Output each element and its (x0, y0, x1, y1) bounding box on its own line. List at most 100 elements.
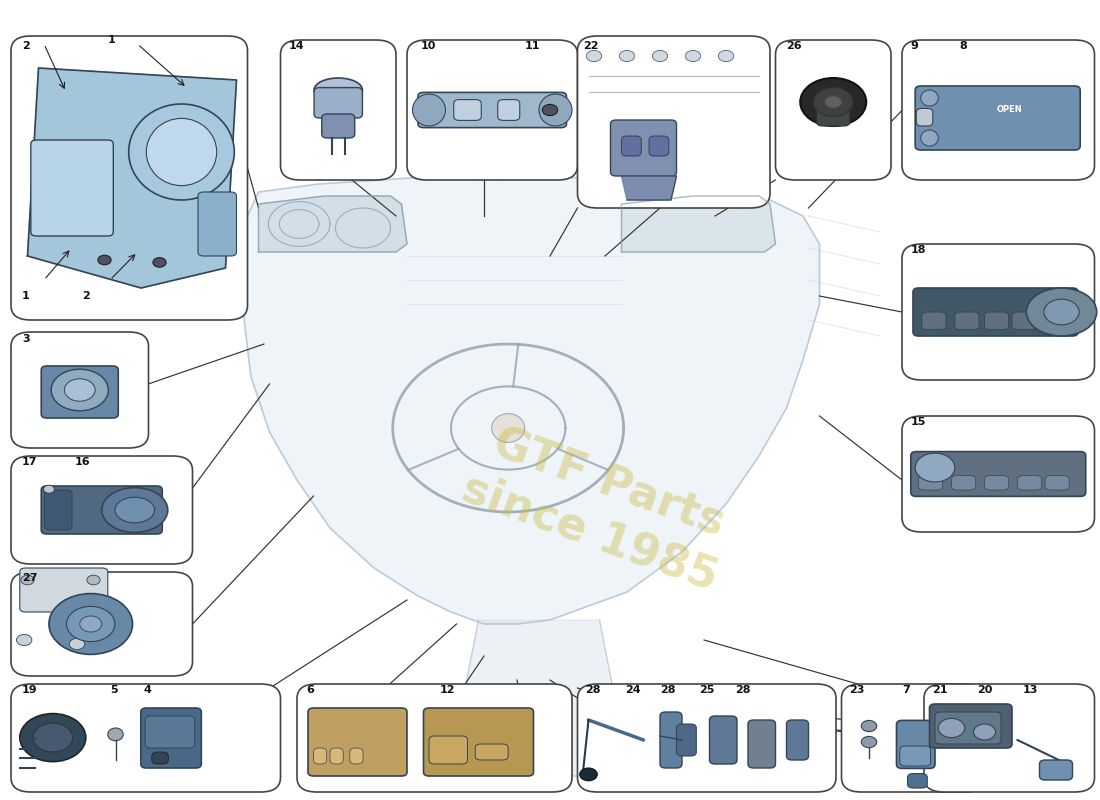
Polygon shape (462, 620, 616, 776)
FancyBboxPatch shape (900, 746, 931, 766)
FancyBboxPatch shape (321, 114, 354, 138)
Text: OPEN: OPEN (997, 106, 1022, 114)
FancyBboxPatch shape (918, 475, 943, 490)
Ellipse shape (685, 50, 701, 62)
Text: 28: 28 (660, 685, 675, 694)
FancyBboxPatch shape (710, 716, 737, 764)
FancyBboxPatch shape (922, 312, 946, 330)
Text: 13: 13 (1023, 685, 1038, 694)
Ellipse shape (718, 50, 734, 62)
FancyBboxPatch shape (578, 36, 770, 208)
Ellipse shape (52, 370, 108, 411)
FancyBboxPatch shape (916, 108, 933, 126)
FancyBboxPatch shape (984, 312, 1009, 330)
Ellipse shape (98, 255, 111, 265)
FancyBboxPatch shape (315, 87, 362, 118)
Ellipse shape (108, 728, 123, 741)
FancyBboxPatch shape (1018, 475, 1042, 490)
FancyBboxPatch shape (152, 752, 168, 764)
Ellipse shape (915, 453, 955, 482)
Ellipse shape (586, 50, 602, 62)
Text: 23: 23 (849, 685, 865, 694)
Ellipse shape (921, 130, 938, 146)
FancyBboxPatch shape (842, 684, 984, 792)
Ellipse shape (861, 736, 877, 747)
FancyBboxPatch shape (429, 736, 468, 764)
FancyBboxPatch shape (11, 684, 280, 792)
Ellipse shape (66, 606, 114, 642)
Ellipse shape (64, 379, 96, 402)
Ellipse shape (21, 575, 34, 585)
Ellipse shape (861, 720, 877, 731)
FancyBboxPatch shape (145, 716, 195, 748)
FancyBboxPatch shape (31, 140, 113, 236)
Text: 25: 25 (700, 685, 715, 694)
FancyBboxPatch shape (902, 40, 1094, 180)
FancyBboxPatch shape (11, 332, 148, 448)
FancyBboxPatch shape (11, 456, 192, 564)
Text: 20: 20 (977, 685, 992, 694)
Ellipse shape (129, 104, 234, 200)
Text: 21: 21 (932, 685, 947, 694)
Text: 10: 10 (420, 41, 436, 50)
Text: 28: 28 (735, 685, 750, 694)
FancyBboxPatch shape (578, 684, 836, 792)
Text: 1: 1 (22, 291, 30, 301)
FancyBboxPatch shape (621, 136, 641, 156)
Ellipse shape (50, 594, 133, 654)
Ellipse shape (938, 718, 965, 738)
FancyBboxPatch shape (350, 748, 363, 764)
FancyBboxPatch shape (1012, 312, 1036, 330)
FancyBboxPatch shape (748, 720, 775, 768)
FancyBboxPatch shape (952, 475, 976, 490)
FancyBboxPatch shape (913, 288, 1078, 336)
Text: 14: 14 (288, 41, 304, 50)
FancyBboxPatch shape (776, 40, 891, 180)
Text: 5: 5 (110, 685, 118, 694)
Ellipse shape (542, 104, 558, 115)
Ellipse shape (146, 118, 217, 186)
Ellipse shape (315, 78, 363, 102)
Text: 16: 16 (75, 458, 90, 467)
Text: 9: 9 (911, 41, 918, 50)
Ellipse shape (825, 96, 843, 108)
FancyBboxPatch shape (896, 720, 935, 768)
Ellipse shape (652, 50, 668, 62)
Text: 4: 4 (143, 685, 151, 694)
Ellipse shape (79, 616, 101, 632)
Ellipse shape (114, 497, 154, 523)
FancyBboxPatch shape (786, 720, 808, 760)
Text: 8: 8 (959, 41, 967, 50)
Ellipse shape (539, 94, 572, 126)
Ellipse shape (69, 638, 85, 650)
Ellipse shape (619, 50, 635, 62)
FancyBboxPatch shape (198, 192, 236, 256)
Ellipse shape (16, 634, 32, 646)
FancyBboxPatch shape (297, 684, 572, 792)
Text: GTF Parts
since 1985: GTF Parts since 1985 (456, 417, 742, 599)
FancyBboxPatch shape (424, 708, 534, 776)
Ellipse shape (101, 488, 167, 533)
Ellipse shape (813, 87, 854, 116)
Ellipse shape (153, 258, 166, 267)
FancyBboxPatch shape (955, 312, 979, 330)
FancyBboxPatch shape (44, 490, 73, 530)
FancyBboxPatch shape (330, 748, 343, 764)
Ellipse shape (33, 723, 73, 752)
Text: 27: 27 (22, 573, 37, 582)
Text: 7: 7 (902, 685, 910, 694)
Text: 2: 2 (82, 291, 90, 301)
Polygon shape (621, 196, 775, 252)
Text: 15: 15 (911, 417, 926, 426)
FancyBboxPatch shape (816, 106, 849, 126)
Ellipse shape (580, 768, 597, 781)
Text: 22: 22 (583, 42, 598, 51)
FancyBboxPatch shape (924, 684, 1094, 792)
Text: 12: 12 (440, 685, 455, 694)
FancyBboxPatch shape (280, 40, 396, 180)
Text: 24: 24 (625, 685, 640, 694)
FancyBboxPatch shape (11, 572, 192, 676)
FancyBboxPatch shape (418, 92, 566, 127)
Ellipse shape (492, 414, 525, 442)
FancyBboxPatch shape (984, 475, 1009, 490)
